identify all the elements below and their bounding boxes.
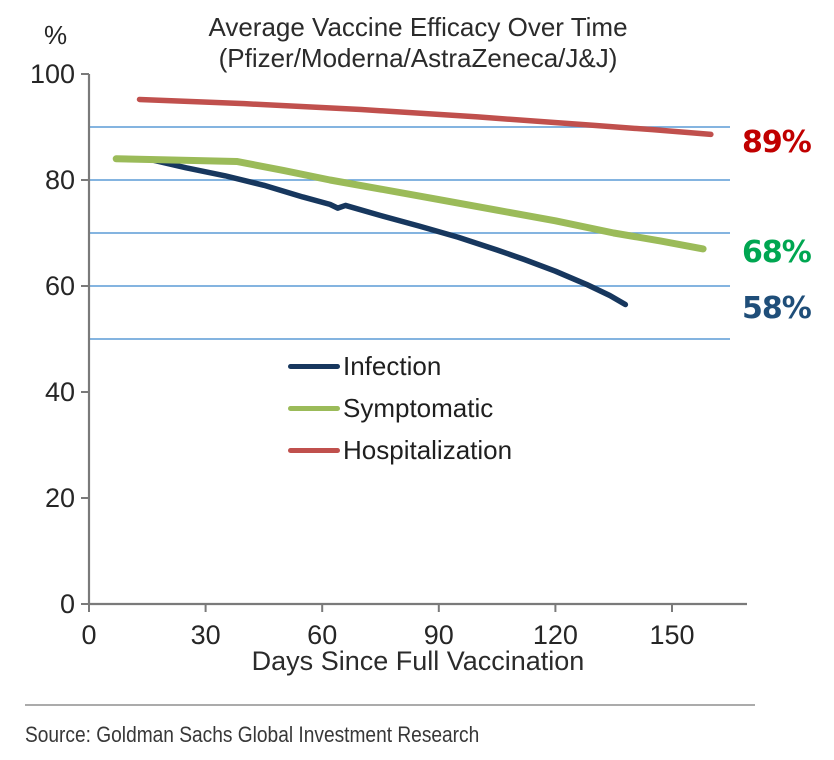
legend-label-infection: Infection (343, 350, 442, 381)
legend-line-swatch-hospitalization (288, 447, 340, 453)
x-tick-label-90: 90 (424, 620, 454, 650)
legend-item-symptomatic: Symptomatic (288, 392, 512, 423)
legend-item-hospitalization: Hospitalization (288, 434, 513, 465)
y-tick-label-80: 80 (45, 165, 75, 195)
x-tick-label-0: 0 (81, 620, 96, 650)
series-line-symptomatic (112, 155, 707, 253)
footer-divider (25, 704, 755, 706)
legend-line-swatch-symptomatic (288, 405, 340, 411)
source-text: Source: Goldman Sachs Global Investment … (25, 722, 480, 747)
legend-item-infection: Infection (288, 350, 512, 381)
chart-legend: Infection Symptomatic Hospitalization (288, 350, 513, 465)
chart-title-line2: (Pfizer/Moderna/AstraZeneca/J&J) (218, 43, 618, 73)
y-tick-label-40: 40 (45, 377, 75, 407)
x-axis-title: Days Since Full Vaccination (251, 646, 585, 676)
end-label-infection: 58% (742, 291, 812, 326)
legend-line-swatch-infection (288, 363, 340, 369)
plot-area: 0 20 40 60 80 100 0 30 60 90 120 150 (30, 59, 747, 650)
y-tick-label-0: 0 (60, 589, 75, 619)
end-label-hospitalization: 89% (742, 125, 812, 160)
series-line-hospitalization (136, 96, 714, 138)
y-tick-label-60: 60 (45, 271, 75, 301)
x-tick-label-60: 60 (307, 620, 337, 650)
chart-title-line1: Average Vaccine Efficacy Over Time (208, 12, 628, 42)
legend-label-symptomatic: Symptomatic (343, 392, 494, 423)
x-tick-label-150: 150 (649, 620, 694, 650)
x-tick-label-30: 30 (191, 620, 221, 650)
y-tick-label-20: 20 (45, 483, 75, 513)
x-tick-label-120: 120 (533, 620, 578, 650)
chart-title: Average Vaccine Efficacy Over Time (Pfiz… (89, 12, 747, 74)
legend-label-hospitalization: Hospitalization (343, 434, 513, 465)
y-axis-unit-label: % (44, 20, 68, 50)
y-tick-label-100: 100 (30, 59, 75, 89)
end-label-symptomatic: 68% (742, 235, 812, 270)
series-line-infection (144, 156, 629, 308)
